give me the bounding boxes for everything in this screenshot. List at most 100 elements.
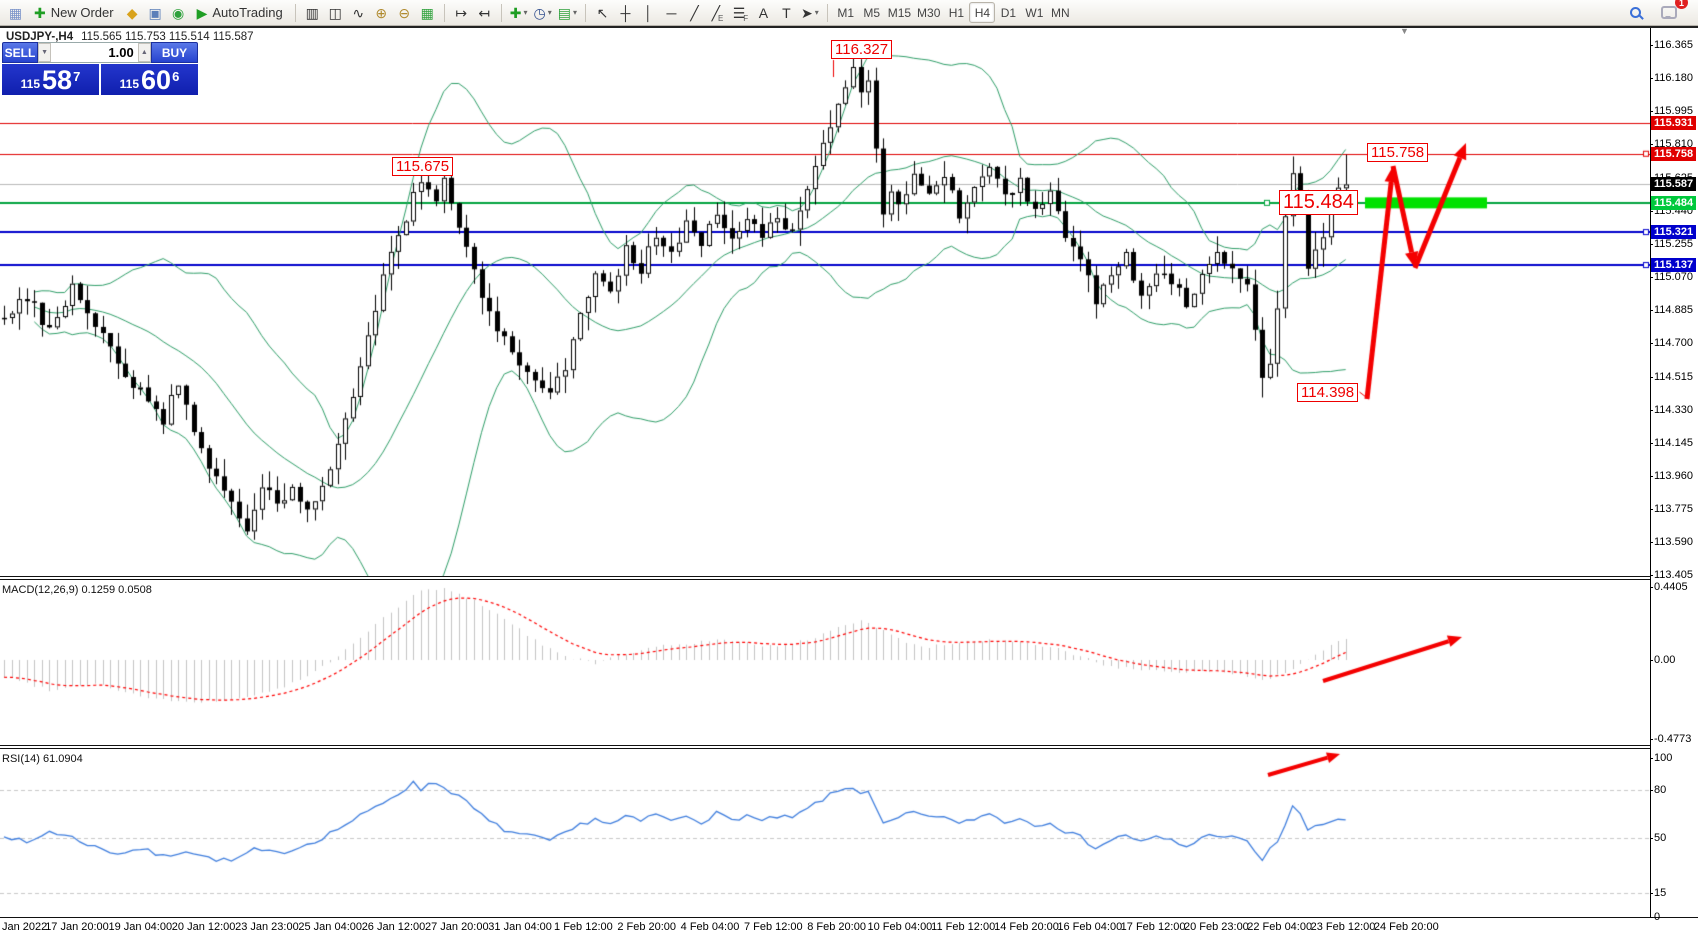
rsi-panel: RSI(14) 61.0904 — [0, 749, 1650, 917]
volume-decrease-button[interactable]: ▼ — [38, 43, 52, 62]
timeframe-h4[interactable]: H4 — [969, 2, 996, 23]
fibonacci-icon-letter: F — [743, 14, 749, 23]
chart-window-icon[interactable]: ▦ — [4, 2, 27, 23]
rsi-tick-label: 100 — [1649, 752, 1673, 764]
toolbar-separator — [826, 3, 828, 22]
price-annotation-label[interactable]: 115.675 — [392, 157, 454, 177]
cursor-icon[interactable]: ↖ — [591, 2, 614, 23]
rsi-value: 61.0904 — [42, 753, 83, 765]
radio-signal-icon[interactable]: ◉ — [167, 2, 190, 23]
periods-icon[interactable]: ◷ ▾ — [530, 2, 554, 23]
indicators-icon[interactable]: ✚ ▾ — [507, 2, 531, 23]
fibonacci-icon[interactable]: ☰ F — [729, 2, 752, 24]
timeframe-mn[interactable]: MN — [1051, 5, 1070, 20]
price-annotation-label[interactable]: 114.398 — [1297, 383, 1359, 403]
price-tick-label: 116.180 — [1650, 72, 1693, 85]
volume-increase-button[interactable]: ▲ — [137, 43, 151, 62]
timeframe-m1[interactable]: M1 — [837, 5, 855, 20]
time-tick-label: 23 Feb 12:00 — [1310, 921, 1376, 933]
time-tick-label: 2 Feb 20:00 — [617, 921, 677, 933]
macd-tick-label: -0.4773 — [1649, 733, 1692, 746]
panel-separator[interactable] — [0, 745, 1698, 749]
sell-button[interactable]: SELL — [2, 42, 38, 63]
price-tick-label: 114.885 — [1650, 304, 1693, 317]
trendline-icon[interactable]: ╱ — [683, 2, 706, 23]
macd-label: MACD(12,26,9) 0.1259 0.0508 — [2, 584, 152, 596]
chart-window-icon: ▦ — [8, 4, 23, 21]
volume-input[interactable] — [51, 43, 138, 62]
price-axis[interactable]: 116.365116.180115.995115.810115.625115.4… — [1649, 28, 1698, 923]
price-chart-canvas[interactable] — [0, 28, 1650, 576]
ask-price-display[interactable]: 115 60 6 — [101, 64, 198, 95]
cursor-icon: ↖ — [596, 4, 609, 21]
bid-big-figure: 115 — [20, 77, 41, 91]
rsi-tick-label: 0 — [1649, 911, 1661, 923]
text-label-icon[interactable]: T — [775, 2, 798, 23]
bid-pips: 58 — [42, 65, 73, 96]
bid-price-display[interactable]: 115 58 7 — [2, 64, 99, 95]
timeframe-d1[interactable]: D1 — [1000, 5, 1017, 20]
arrows-tool-icon[interactable]: ➤ ▾ — [798, 2, 822, 23]
templates-icon[interactable]: ▤ ▾ — [555, 2, 580, 23]
price-tag: 115.931 — [1651, 115, 1697, 130]
time-tick-label: 14 Feb 20:00 — [994, 921, 1059, 933]
price-tick-label: 116.365 — [1650, 39, 1693, 51]
panel-separator[interactable] — [0, 576, 1698, 580]
crosshair-icon[interactable]: ┼ — [614, 2, 637, 23]
timeframe-h1[interactable]: H1 — [948, 5, 965, 20]
text-icon[interactable]: A — [752, 2, 775, 23]
gold-seal-icon[interactable]: ◆ — [121, 2, 144, 23]
time-tick-label: 27 Jan 20:00 — [424, 921, 489, 933]
equidistant-channel-icon[interactable]: ╱ E — [706, 2, 729, 24]
notification-badge: 1 — [1675, 0, 1688, 9]
zoom-out-icon[interactable]: ⊖ — [393, 2, 416, 23]
text-label-icon: T — [782, 4, 791, 21]
autotrading-button[interactable]: ▶ AutoTrading — [190, 2, 290, 23]
candlestick-chart-icon[interactable]: ◫ — [324, 2, 347, 23]
horizontal-line-icon[interactable]: ─ — [660, 2, 683, 23]
tile-windows-icon[interactable]: ▦ — [416, 2, 439, 23]
ask-pips: 60 — [141, 65, 172, 96]
macd-tick-label: 0.00 — [1649, 654, 1676, 666]
price-annotation-label[interactable]: 116.327 — [831, 40, 893, 60]
time-axis[interactable]: Jan 2022 17 Jan 20:00 19 Jan 04:00 20 Jan 1… — [0, 917, 1698, 936]
macd-canvas[interactable] — [0, 580, 1650, 745]
chart-shift-icon[interactable]: ↤ — [473, 2, 496, 23]
ask-big-figure: 115 — [119, 77, 140, 91]
timeframe-m30[interactable]: M30 — [917, 5, 941, 20]
auto-scroll-icon[interactable]: ↦ — [450, 2, 473, 23]
timeframe-m15[interactable]: M15 — [887, 5, 912, 20]
chat-bubble-icon — [1660, 6, 1677, 19]
chevron-down-icon: ▾ — [523, 8, 528, 17]
chevron-down-icon[interactable]: ▼ — [1400, 26, 1409, 36]
rsi-canvas[interactable] — [0, 749, 1650, 917]
time-tick-label: 8 Feb 20:00 — [807, 921, 866, 933]
time-tick-label: 10 Feb 04:00 — [867, 921, 933, 933]
chart-shift-icon: ↤ — [478, 4, 491, 21]
price-annotation-label[interactable]: 115.758 — [1367, 143, 1429, 163]
arrows-tool-icon: ➤ — [800, 4, 813, 21]
macd-values: 0.1259 0.0508 — [81, 584, 152, 596]
computer-icon: ▣ — [148, 4, 162, 21]
computer-icon[interactable]: ▣ — [144, 2, 167, 23]
time-tick-label: 23 Jan 23:00 — [235, 921, 299, 933]
line-chart-icon[interactable]: ∿ — [347, 2, 370, 23]
gold-seal-icon: ◆ — [126, 4, 138, 21]
price-tick-label: 113.405 — [1650, 569, 1693, 582]
vertical-line-icon[interactable]: │ — [637, 2, 660, 23]
time-tick-label: 1 Feb 12:00 — [554, 921, 613, 933]
notifications-button[interactable]: 1 — [1657, 0, 1688, 23]
time-tick-label: 22 Feb 04:00 — [1247, 921, 1313, 933]
buy-button[interactable]: BUY — [151, 42, 198, 63]
crosshair-icon: ┼ — [620, 4, 631, 21]
time-tick-label: 17 Feb 12:00 — [1120, 921, 1186, 933]
timeframe-m5[interactable]: M5 — [863, 5, 881, 20]
timeframe-w1[interactable]: W1 — [1025, 5, 1044, 20]
zoom-in-icon[interactable]: ⊕ — [370, 2, 393, 23]
new-order-button[interactable]: ✚ New Order — [27, 2, 121, 23]
toolbar-separator — [584, 3, 586, 22]
search-button[interactable] — [1624, 2, 1647, 23]
price-annotation-label[interactable]: 115.484 — [1279, 190, 1358, 215]
bar-chart-icon[interactable]: ▥ — [301, 2, 324, 23]
